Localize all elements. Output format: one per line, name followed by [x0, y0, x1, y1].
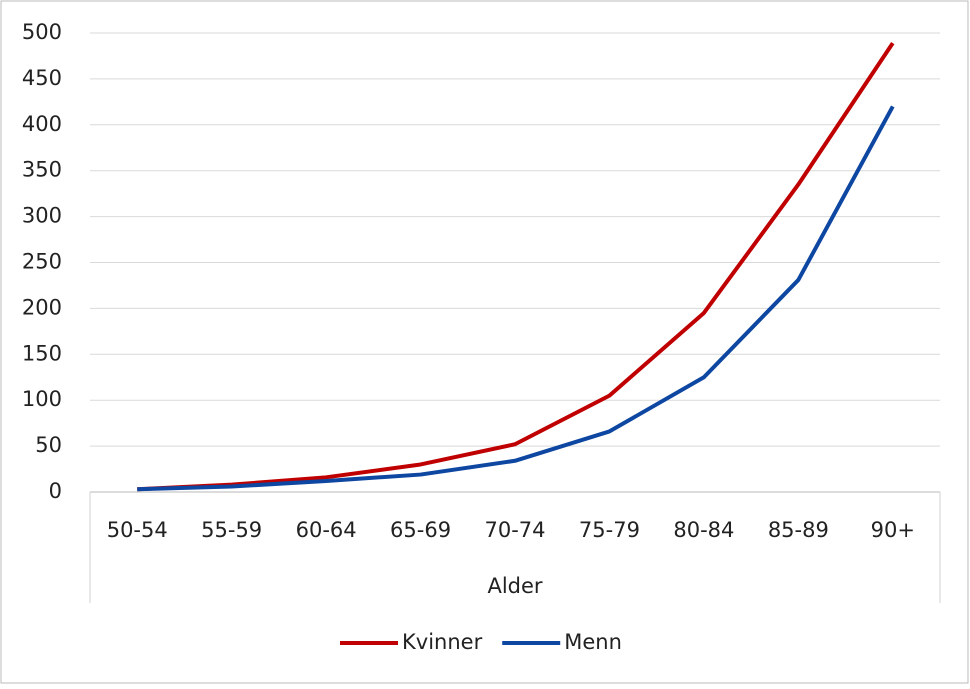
- x-tick-label: 55-59: [201, 518, 262, 542]
- y-tick-label: 250: [22, 250, 62, 274]
- series-line: [137, 105, 895, 492]
- y-tick-label: 350: [22, 158, 62, 182]
- x-tick-label: 85-89: [768, 518, 829, 542]
- legend-label: Kvinner: [402, 630, 483, 654]
- x-tick-label: 65-69: [390, 518, 451, 542]
- x-tick-label: 80-84: [673, 518, 734, 542]
- series-line: [137, 41, 895, 492]
- x-tick-label: 60-64: [296, 518, 357, 542]
- y-tick-label: 200: [22, 295, 62, 319]
- x-tick-label: 90+: [871, 518, 915, 542]
- x-tick-label: 70-74: [484, 518, 545, 542]
- x-axis-label: Alder: [487, 574, 542, 598]
- y-tick-label: 150: [22, 341, 62, 365]
- y-tick-label: 300: [22, 204, 62, 228]
- y-tick-label: 50: [35, 433, 62, 457]
- y-tick-label: 100: [22, 387, 62, 411]
- legend-label: Menn: [564, 630, 622, 654]
- y-tick-label: 400: [22, 112, 62, 136]
- x-tick-label: 75-79: [579, 518, 640, 542]
- y-tick-label: 0: [49, 479, 62, 503]
- y-tick-label: 500: [22, 20, 62, 44]
- x-tick-label: 50-54: [107, 518, 168, 542]
- y-tick-label: 450: [22, 66, 62, 90]
